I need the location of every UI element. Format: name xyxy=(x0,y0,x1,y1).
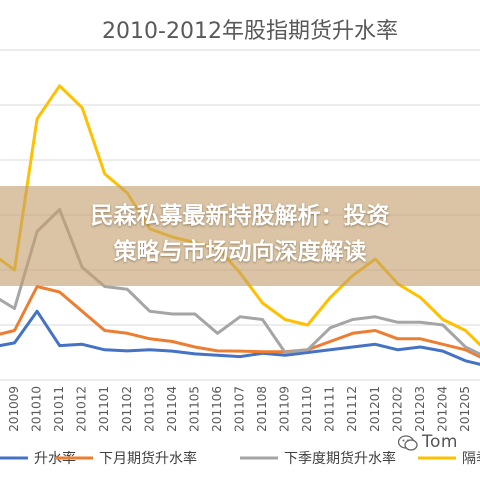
legend-label: 隔季期货升水率 xyxy=(462,450,480,467)
legend-label: 下月期货升水率 xyxy=(99,450,197,467)
series-line-1 xyxy=(0,309,480,366)
x-tick-label: 201105 xyxy=(187,386,201,432)
x-tick-label: 201109 xyxy=(278,386,292,432)
x-tick-label: 201110 xyxy=(300,386,314,432)
headline-line-1: 民森私募最新持股解析：投资 xyxy=(90,203,390,229)
x-tick-label: 201103 xyxy=(142,386,156,432)
x-tick-label: 201201 xyxy=(368,386,382,432)
x-tick-label: 201108 xyxy=(255,386,269,432)
legend-label: 下季度期货升水率 xyxy=(284,450,396,467)
x-tick-label: 201205 xyxy=(458,386,472,432)
x-tick-label: 201011 xyxy=(52,386,66,432)
x-tick-label: 201102 xyxy=(120,386,134,432)
x-tick-label: 201106 xyxy=(210,386,224,432)
x-tick-label: 201204 xyxy=(435,386,449,432)
x-tick-label: 201203 xyxy=(413,386,427,432)
headline-banner xyxy=(0,186,480,286)
headline-text: 民森私募最新持股解析：投资 策略与市场动向深度解读 xyxy=(0,198,480,270)
watermark: Tom xyxy=(398,428,480,458)
chart-title: 2010-2012年股指期货升水率 xyxy=(102,19,398,44)
x-tick-label: 201202 xyxy=(390,386,404,432)
x-tick-label: 201112 xyxy=(345,386,359,432)
x-tick-label: 201012 xyxy=(75,386,89,432)
x-tick-labels: 2010082010092010102010112010122011012011… xyxy=(7,386,472,432)
x-tick-label: 201107 xyxy=(233,386,247,432)
watermark-text: Tom xyxy=(422,432,458,452)
legend: 升水率下月期货升水率下季度期货升水率隔季期货升水率 xyxy=(0,450,480,467)
series-line-2 xyxy=(0,285,480,359)
x-tick-label: 201104 xyxy=(165,386,179,432)
x-tick-label: 201010 xyxy=(30,386,44,432)
headline-line-2: 策略与市场动向深度解读 xyxy=(113,239,367,265)
x-tick-label: 201009 xyxy=(7,386,21,432)
wechat-icon xyxy=(398,435,418,451)
x-tick-label: 201111 xyxy=(323,386,337,432)
x-tick-label: 201101 xyxy=(97,386,111,432)
